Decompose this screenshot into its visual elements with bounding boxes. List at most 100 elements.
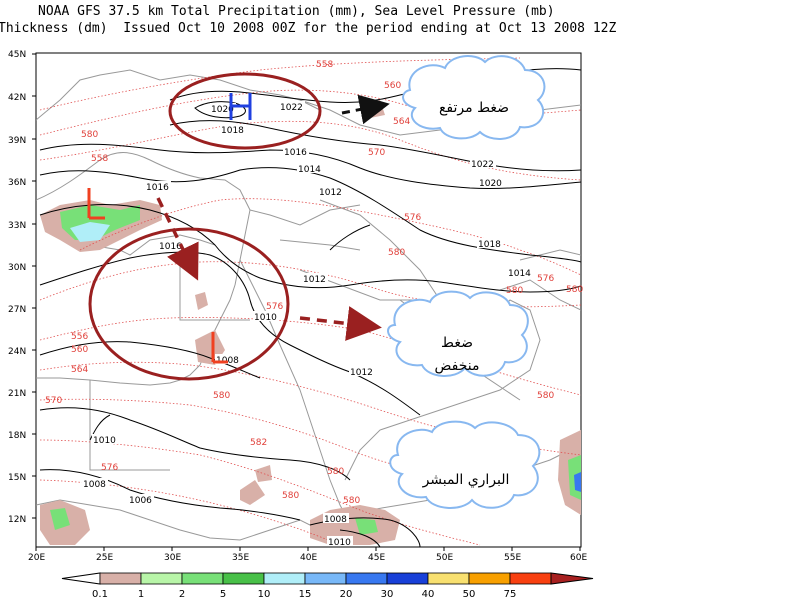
map-title-line2: Thickness (dm) Issued Oct 10 2008 00Z fo… [0, 21, 617, 36]
isobar-label: 1016 [284, 148, 307, 158]
svg-text:45N: 45N [8, 50, 26, 60]
thickness-label: 576 [404, 213, 421, 223]
low-marker-icon-south [211, 332, 228, 364]
colorbar-swatch [263, 572, 306, 585]
longitude-labels: 20E 25E 30E 35E 40E 45E 50E 55E 60E [28, 553, 587, 563]
isobar-label: 1012 [319, 188, 342, 198]
isobar-label: 1022 [280, 103, 303, 113]
thickness-label: 560 [384, 81, 401, 91]
high-pressure-ellipse [168, 72, 322, 150]
thickness-label: 576 [537, 274, 554, 284]
thickness-label: 570 [368, 148, 385, 158]
isobar-label: 1018 [221, 126, 244, 136]
svg-text:30E: 30E [164, 553, 181, 563]
svg-text:50E: 50E [436, 553, 453, 563]
colorbar-label: 75 [504, 589, 517, 600]
thickness-label: 580 [81, 130, 98, 140]
isobar-label: 1020 [211, 105, 234, 115]
isobar-label: 1006 [129, 496, 152, 506]
isobar-label: 1022 [471, 160, 494, 170]
colorbar-swatch [345, 572, 388, 585]
colorbar-swatch [181, 572, 224, 585]
isobar-label: 1008 [324, 515, 347, 525]
isobar-label: 1016 [159, 242, 182, 252]
map-title-line1: NOAA GFS 37.5 km Total Precipitation (mm… [38, 4, 555, 19]
thickness-label: 580 [506, 286, 523, 296]
isobar-label: 1012 [303, 275, 326, 285]
thickness-label: 580 [537, 391, 554, 401]
isobar-label: 1020 [479, 179, 502, 189]
isobar-label: 1010 [328, 538, 351, 548]
thickness-label: 580 [327, 467, 344, 477]
colorbar-swatch [386, 572, 429, 585]
colorbar-label: 30 [381, 589, 394, 600]
thickness-label: 570 [45, 396, 62, 406]
thickness-label: 576 [101, 463, 118, 473]
thickness-label: 560 [71, 345, 88, 355]
svg-text:20E: 20E [28, 553, 45, 563]
thickness-labels: 558 560 564 580 558 576 570 580 576 580 … [45, 60, 583, 506]
colorbar-swatch [140, 572, 183, 585]
colorbar-label: 20 [340, 589, 353, 600]
svg-text:25E: 25E [96, 553, 113, 563]
colorbar-swatch [468, 572, 511, 585]
isobar-label: 1016 [146, 183, 169, 193]
colorbar-swatch [509, 572, 552, 585]
isobar-labels: 1022 1020 1018 1016 1014 1012 1022 1020 … [82, 101, 533, 548]
colorbar-label: 40 [422, 589, 435, 600]
svg-text:36N: 36N [8, 178, 26, 188]
colorbar-label: 2 [179, 589, 185, 600]
svg-text:30N: 30N [8, 263, 26, 273]
svg-text:45E: 45E [368, 553, 385, 563]
thickness-label: 580 [566, 285, 583, 295]
colorbar-label: 1 [138, 589, 144, 600]
isobar-label: 1018 [478, 240, 501, 250]
thickness-label: 558 [91, 154, 108, 164]
cloud-low-text-line1: ضغط [441, 335, 473, 351]
colorbar-label: 0.1 [92, 589, 108, 600]
svg-text:15N: 15N [8, 473, 26, 483]
arrow-south-icon [156, 197, 199, 281]
low-pressure-ellipse [88, 227, 290, 381]
svg-text:40E: 40E [300, 553, 317, 563]
svg-text:21N: 21N [8, 389, 26, 399]
cloud-high-pressure: ضغط مرتفع [402, 55, 546, 140]
arrow-to-high-cloud-icon [341, 94, 390, 125]
svg-text:42N: 42N [8, 93, 26, 103]
cloud-low-pressure: ضغط منخفض [387, 290, 529, 377]
lon-ticks [35, 547, 581, 551]
isobar-label: 1012 [350, 368, 373, 378]
colorbar-swatch [222, 572, 265, 585]
cloud-low-text-line2: منخفض [435, 358, 480, 374]
colorbar-label: 5 [220, 589, 226, 600]
thickness-label: 556 [71, 332, 88, 342]
colorbar-swatch [99, 572, 142, 585]
thickness-label: 580 [213, 391, 230, 401]
high-marker-icon [229, 93, 252, 120]
isobar-label: 1010 [254, 313, 277, 323]
thickness-label: 564 [71, 365, 88, 375]
thickness-label: 580 [282, 491, 299, 501]
colorbar-swatch [304, 572, 347, 585]
svg-text:60E: 60E [570, 553, 587, 563]
svg-text:12N: 12N [8, 515, 26, 525]
precip-colorbar: 0.1 1 2 5 10 15 20 30 40 50 75 [61, 572, 594, 600]
cloud-high-text: ضغط مرتفع [439, 100, 509, 116]
colorbar-label: 10 [258, 589, 271, 600]
colorbar-right-triangle [550, 572, 594, 585]
svg-text:55E: 55E [504, 553, 521, 563]
coastlines [36, 69, 581, 541]
arrow-to-low-cloud-icon [299, 306, 382, 341]
thickness-label: 580 [388, 248, 405, 258]
lat-ticks [32, 53, 36, 519]
colorbar-label: 50 [463, 589, 476, 600]
svg-text:18N: 18N [8, 431, 26, 441]
low-marker-icon-north [87, 188, 105, 220]
latitude-labels: 45N 42N 39N 36N 33N 30N 27N 24N 21N 18N … [8, 50, 26, 525]
svg-text:33N: 33N [8, 221, 26, 231]
thickness-label: 576 [266, 302, 283, 312]
cloud-wilderness: البراري المبشر [389, 420, 541, 509]
svg-text:27N: 27N [8, 305, 26, 315]
isobar-label: 1010 [93, 436, 116, 446]
